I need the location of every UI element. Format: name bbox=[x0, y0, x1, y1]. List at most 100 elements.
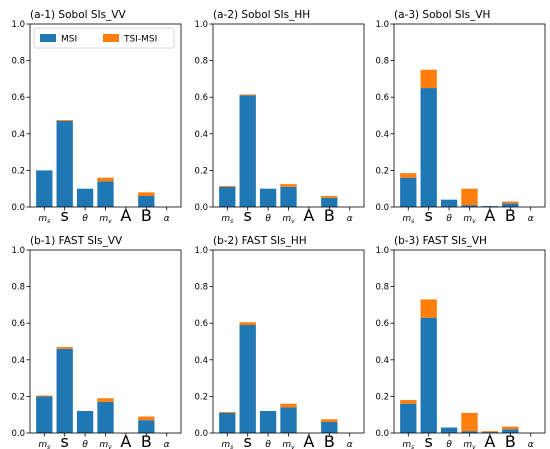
y-tick-label: 0.0 bbox=[375, 203, 389, 213]
bar-msi-3 bbox=[76, 411, 94, 433]
chart-title: (b-1) FAST SIs_VV bbox=[30, 235, 123, 247]
chart-title: (a-3) Sobol SIs_VH bbox=[394, 9, 490, 21]
y-tick-label: 0.4 bbox=[194, 130, 208, 140]
bar-msi-3 bbox=[76, 188, 94, 207]
chart-panel-5: (b-2) FAST SIs_HH 0.0 0.2 0.4 0.6 0.8 1.0 ms s θ m… bbox=[194, 235, 365, 449]
legend-label: TSI-MSI bbox=[123, 35, 157, 45]
bar-tsi-msi-2 bbox=[420, 69, 437, 89]
bar-msi-2 bbox=[239, 95, 256, 207]
x-tick-label: s bbox=[244, 206, 252, 225]
chart-panel-2: (a-2) Sobol SIs_HH 0.0 0.2 0.4 0.6 0.8 1.0 ms s θ… bbox=[194, 9, 365, 225]
plot-frame bbox=[393, 249, 546, 434]
bar-msi-4 bbox=[461, 205, 478, 207]
y-tick-label: 0.8 bbox=[194, 283, 208, 293]
chart-title: (b-3) FAST SIs_VH bbox=[394, 235, 487, 247]
bar-msi-6 bbox=[138, 196, 155, 207]
bar-tsi-msi-5 bbox=[481, 431, 499, 433]
y-tick-label: 0.8 bbox=[375, 57, 389, 67]
y-tick-label: 0.8 bbox=[375, 283, 389, 293]
bar-msi-6 bbox=[321, 422, 338, 433]
bar-msi-4 bbox=[280, 407, 297, 433]
legend: MSI TSI-MSI bbox=[33, 27, 175, 49]
chart-panel-3: (a-3) Sobol SIs_VH 0.0 0.2 0.4 0.6 0.8 1.0 ms s θ… bbox=[375, 9, 546, 225]
x-tick-label: θ bbox=[265, 440, 271, 449]
legend-swatch-msi bbox=[40, 34, 56, 42]
x-tick-label: mv bbox=[463, 214, 476, 225]
bar-msi-3 bbox=[259, 188, 277, 207]
bar-msi-2 bbox=[420, 88, 437, 207]
bar-tsi-msi-1 bbox=[400, 173, 417, 178]
legend-swatch-tsi-msi bbox=[103, 34, 119, 42]
bar-tsi-msi-6 bbox=[502, 201, 519, 204]
bar-msi-1 bbox=[219, 412, 236, 433]
bar-msi-3 bbox=[440, 199, 458, 207]
plot-frame bbox=[212, 23, 365, 208]
x-tick-label: A bbox=[484, 206, 495, 225]
bar-msi-2 bbox=[239, 325, 256, 433]
bar-msi-4 bbox=[97, 401, 114, 433]
x-tick-label: α bbox=[347, 440, 353, 449]
bar-msi-3 bbox=[259, 411, 277, 433]
bar-tsi-msi-2 bbox=[56, 120, 73, 121]
y-tick-label: 1.0 bbox=[194, 20, 208, 30]
bar-tsi-msi-4 bbox=[97, 398, 114, 402]
y-tick-label: 1.0 bbox=[11, 20, 25, 30]
y-tick-label: 0.4 bbox=[375, 130, 389, 140]
bar-tsi-msi-4 bbox=[461, 412, 478, 432]
plot-frame bbox=[29, 249, 182, 434]
plot-frame bbox=[212, 249, 365, 434]
x-tick-label: θ bbox=[265, 214, 271, 224]
bar-tsi-msi-6 bbox=[321, 419, 338, 423]
y-tick-label: 0.8 bbox=[11, 283, 25, 293]
bar-tsi-msi-1 bbox=[219, 185, 236, 187]
plot-frame bbox=[393, 23, 546, 208]
chart-panel-4: (b-1) FAST SIs_VV 0.0 0.2 0.4 0.6 0.8 1.0 ms s θ m… bbox=[11, 235, 182, 449]
bar-msi-5 bbox=[481, 206, 499, 207]
bar-msi-6 bbox=[502, 203, 519, 207]
y-tick-label: 0.6 bbox=[194, 319, 208, 329]
y-tick-label: 0.6 bbox=[375, 93, 389, 103]
bar-tsi-msi-4 bbox=[461, 188, 478, 206]
x-tick-label: B bbox=[324, 206, 335, 225]
chart-title: (a-2) Sobol SIs_HH bbox=[213, 9, 310, 21]
bar-tsi-msi-4 bbox=[280, 403, 297, 408]
x-tick-label: s bbox=[61, 206, 69, 225]
x-tick-label: ms bbox=[221, 440, 233, 449]
x-tick-label: θ bbox=[82, 440, 88, 449]
bar-tsi-msi-4 bbox=[280, 184, 297, 187]
y-tick-label: 0.8 bbox=[11, 57, 25, 67]
x-tick-label: A bbox=[120, 206, 131, 225]
chart-title: (a-1) Sobol SIs_VV bbox=[30, 9, 127, 21]
y-tick-label: 0.6 bbox=[11, 93, 25, 103]
bar-tsi-msi-2 bbox=[239, 322, 256, 326]
y-tick-label: 0.2 bbox=[11, 166, 25, 176]
x-tick-label: α bbox=[164, 440, 170, 449]
y-tick-label: 0.2 bbox=[194, 392, 208, 402]
x-tick-label: α bbox=[528, 214, 534, 224]
x-tick-label: α bbox=[164, 214, 170, 224]
bar-msi-2 bbox=[420, 317, 437, 433]
x-tick-label: θ bbox=[82, 214, 88, 224]
bar-msi-5 bbox=[481, 432, 499, 433]
x-tick-label: s bbox=[61, 432, 69, 449]
bar-msi-2 bbox=[56, 348, 73, 433]
x-tick-label: B bbox=[141, 432, 152, 449]
legend-label: MSI bbox=[61, 35, 77, 45]
y-tick-label: 0.0 bbox=[194, 203, 208, 213]
bar-msi-1 bbox=[36, 396, 53, 433]
y-tick-label: 0.4 bbox=[194, 356, 208, 366]
x-tick-label: A bbox=[303, 432, 314, 449]
bar-msi-6 bbox=[502, 429, 519, 433]
y-tick-label: 0.8 bbox=[194, 57, 208, 67]
x-tick-label: α bbox=[347, 214, 353, 224]
x-tick-label: mv bbox=[99, 214, 112, 225]
x-tick-label: ms bbox=[38, 214, 50, 225]
x-tick-label: s bbox=[425, 206, 433, 225]
y-tick-label: 1.0 bbox=[11, 246, 25, 256]
bar-tsi-msi-6 bbox=[138, 416, 155, 421]
bar-msi-6 bbox=[321, 197, 338, 207]
bar-msi-1 bbox=[400, 403, 417, 433]
y-tick-label: 0.0 bbox=[11, 429, 25, 439]
x-tick-label: A bbox=[484, 432, 495, 449]
y-tick-label: 0.4 bbox=[11, 356, 25, 366]
